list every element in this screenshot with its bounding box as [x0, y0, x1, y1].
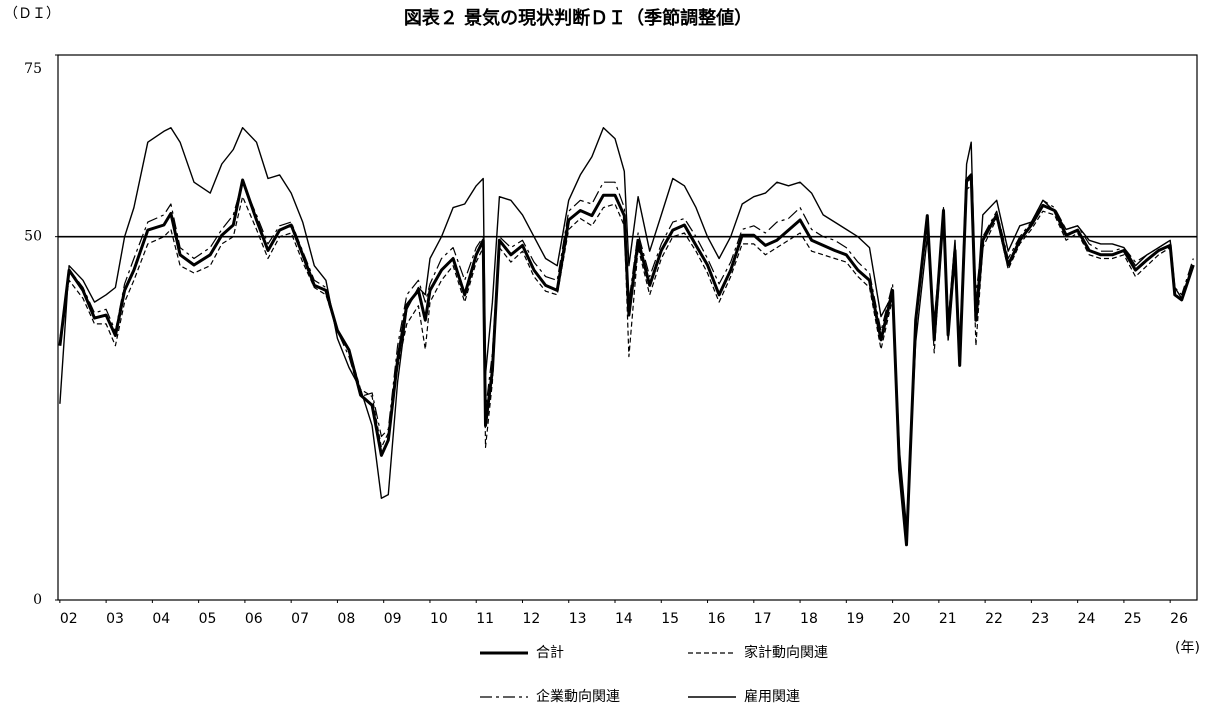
x-tick-label: 25: [1124, 611, 1142, 627]
x-tick-label: 26: [1170, 611, 1188, 627]
x-tick-label: 05: [199, 611, 217, 627]
y-tick-label: 50: [24, 229, 42, 245]
x-tick-label: 12: [522, 611, 540, 627]
x-tick-label: 17: [754, 611, 772, 627]
series-line: [59, 127, 1194, 528]
x-tick-label: 10: [430, 611, 448, 627]
legend-label: 企業動向関連: [536, 688, 620, 705]
x-tick-label: 11: [476, 611, 494, 627]
x-tick-label: 14: [615, 611, 633, 627]
x-tick-label: 08: [337, 611, 355, 627]
x-tick-label: 20: [893, 611, 911, 627]
x-tick-label: 04: [152, 611, 170, 627]
chart-title: 図表２ 景気の現状判断ＤＩ（季節調整値）: [404, 7, 752, 29]
x-tick-label: 02: [60, 611, 78, 627]
y-tick-label: 0: [33, 592, 42, 608]
x-axis-label: (年): [1175, 640, 1200, 656]
x-tick-label: 07: [291, 611, 309, 627]
x-tick-label: 06: [245, 611, 263, 627]
x-tick-label: 16: [708, 611, 726, 627]
x-tick-label: 15: [661, 611, 679, 627]
series-line: [59, 185, 1194, 536]
x-tick-label: 09: [384, 611, 402, 627]
series-line: [58, 173, 1195, 547]
plot-frame: [57, 54, 1198, 601]
y-tick-label: 75: [24, 61, 42, 77]
y-axis-label: （ＤＩ）: [4, 6, 60, 22]
x-tick-label: 13: [569, 611, 587, 627]
x-tick-label: 24: [1078, 611, 1096, 627]
x-tick-label: 23: [1031, 611, 1049, 627]
x-tick-label: 03: [106, 611, 124, 627]
x-tick-label: 22: [985, 611, 1003, 627]
x-tick-label: 21: [939, 611, 957, 627]
x-tick-label: 19: [846, 611, 864, 627]
legend-label: 雇用関連: [744, 688, 800, 705]
x-tick-label: 18: [800, 611, 818, 627]
legend-label: 合計: [536, 645, 564, 661]
legend-label: 家計動向関連: [744, 644, 828, 661]
